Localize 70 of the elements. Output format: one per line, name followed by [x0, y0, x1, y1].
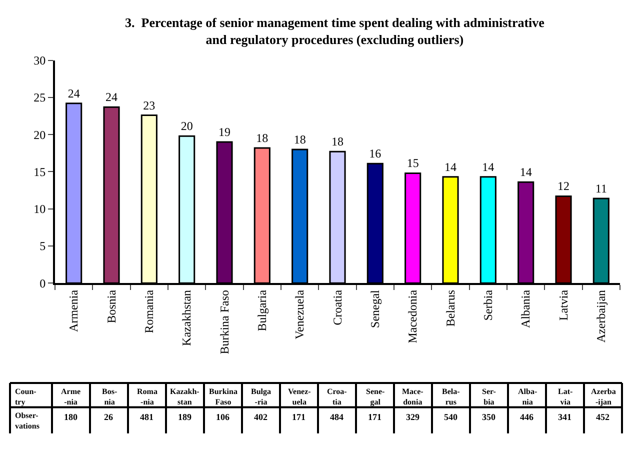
data-label: 14 — [444, 160, 456, 174]
data-label: 15 — [406, 156, 419, 170]
data-label: 180 — [64, 412, 78, 422]
data-label: 26 — [104, 412, 114, 422]
chart-title: 3. Percentage of senior management time spent dealing with administrative and regulatory procedures (excluding outliers) — [125, 15, 545, 47]
data-label: 171 — [368, 412, 382, 422]
category-label: Sene- gal — [366, 387, 385, 406]
category-label: Mace- donia — [402, 387, 424, 406]
data-label: 484 — [330, 412, 344, 422]
y-tick-label: 5 — [40, 239, 46, 254]
category-label: Burkina Faso — [209, 387, 238, 406]
data-label: 18 — [332, 134, 344, 149]
category-label: Bulga -ria — [251, 387, 272, 406]
x-tick-label: Senegal — [368, 289, 382, 328]
data-label: 481 — [140, 412, 154, 422]
data-label: 19 — [218, 125, 230, 140]
data-label: 402 — [254, 412, 268, 422]
x-tick-label: Macedonia — [406, 289, 420, 344]
data-label: 341 — [558, 412, 572, 422]
data-label: 329 — [406, 412, 420, 422]
data-label: 24 — [68, 86, 80, 100]
category-label: Kazakh- stan — [170, 387, 200, 406]
data-label: 23 — [143, 98, 156, 112]
x-tick-label: Bosnia — [104, 289, 118, 324]
category-label: Ser- bia — [482, 387, 496, 406]
x-tick-label: Romania — [142, 289, 156, 334]
category-label: Bos- nia — [102, 387, 118, 406]
x-tick-label: Croatia — [330, 289, 344, 326]
x-tick-label: Latvia — [556, 289, 570, 321]
data-label: 11 — [595, 181, 607, 196]
data-label: 24 — [106, 90, 118, 104]
category-label: Venez- uela — [288, 387, 312, 406]
data-label: 350 — [482, 412, 496, 422]
category-label: Bela- rus — [442, 387, 460, 406]
y-tick-label: 30 — [34, 53, 46, 68]
data-label: 106 — [216, 412, 230, 422]
x-tick-label: Bulgaria — [255, 289, 270, 332]
x-tick-label: Armenia — [66, 289, 81, 332]
data-label: 18 — [294, 132, 306, 146]
category-label: Roma -nia — [137, 387, 158, 406]
x-tick-label: Serbia — [481, 289, 496, 321]
x-tick-label: Albania — [518, 289, 533, 328]
text: Obser- vations — [15, 411, 40, 430]
data-label: 171 — [292, 412, 306, 422]
y-tick-label: 20 — [34, 128, 46, 142]
data-label: 20 — [180, 119, 193, 134]
category-label: Alba- nia — [518, 387, 538, 406]
data-label: 12 — [558, 179, 570, 194]
y-tick-label: 0 — [40, 276, 46, 290]
category-label: Arme -nia — [61, 387, 81, 406]
y-tick-label: 25 — [34, 90, 46, 105]
data-label: 189 — [178, 412, 192, 422]
x-tick-label: Belarus — [443, 290, 458, 327]
data-label: 452 — [596, 412, 610, 422]
x-tick-label: Burkina Faso — [217, 290, 232, 354]
text: Coun- try — [15, 387, 37, 406]
y-tick-label: 15 — [34, 164, 46, 179]
data-label: 18 — [256, 130, 268, 145]
category-label: Lat- via — [558, 387, 573, 406]
category-label: Croa- tia — [327, 387, 348, 406]
x-tick-label: Azerbaijan — [594, 290, 608, 343]
data-label: 446 — [520, 412, 534, 422]
category-label: Azerba -ijan — [591, 387, 616, 406]
data-label: 14 — [520, 165, 532, 180]
data-label: 540 — [444, 412, 458, 422]
data-label: 16 — [369, 146, 382, 161]
x-tick-label: Venezuela — [292, 289, 307, 340]
y-tick-label: 10 — [34, 202, 46, 216]
data-label: 14 — [482, 160, 494, 174]
x-tick-label: Kazakhstan — [180, 290, 194, 346]
